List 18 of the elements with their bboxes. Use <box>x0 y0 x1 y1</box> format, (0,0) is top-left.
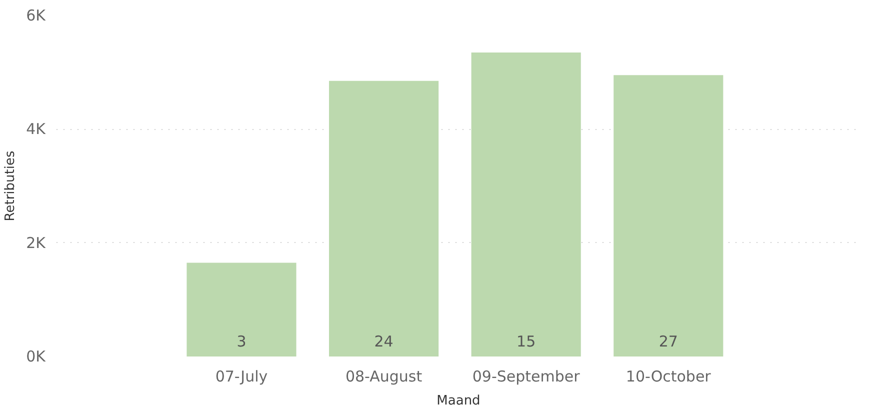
bar <box>471 52 581 356</box>
y-tick-label: 6K <box>26 6 47 24</box>
x-axis-title: Maand <box>436 394 480 408</box>
x-tick-label: 07-July <box>215 368 268 386</box>
x-tick-label: 09-September <box>472 368 581 386</box>
annotation: 27 <box>658 332 678 350</box>
x-tick-label: 08-August <box>345 368 422 386</box>
bar <box>614 75 724 356</box>
y-axis-title: Retributies <box>3 150 18 222</box>
x-tick-label: 10-October <box>626 368 712 386</box>
y-tick-label: 0K <box>26 348 47 366</box>
annotation: 24 <box>374 332 394 350</box>
y-tick-label: 4K <box>26 120 47 138</box>
bar <box>329 80 439 356</box>
bar <box>186 262 296 356</box>
annotation: 3 <box>236 332 246 350</box>
annotation: 15 <box>516 332 536 350</box>
y-tick-label: 2K <box>26 234 47 252</box>
